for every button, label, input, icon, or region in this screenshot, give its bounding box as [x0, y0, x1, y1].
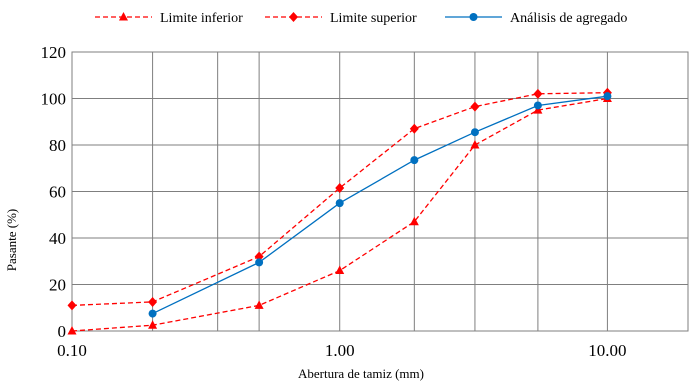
- y-tick-label: 100: [41, 90, 67, 109]
- diamond-marker: [335, 183, 345, 194]
- y-tick-label: 0: [58, 322, 67, 341]
- series-line-0: [71, 97, 608, 332]
- triangle-marker: [409, 216, 419, 226]
- y-tick-label: 20: [49, 276, 66, 295]
- triangle-marker: [335, 265, 345, 275]
- x-tick-label: 10.00: [588, 341, 626, 360]
- y-tick-label: 40: [49, 229, 66, 248]
- circle-marker: [255, 258, 264, 267]
- series-line-2: [152, 95, 608, 315]
- circle-marker: [470, 128, 479, 137]
- plot-area-border: [71, 51, 689, 332]
- y-tick-label: 120: [41, 43, 67, 62]
- tick-labels: 0 20 40 60 80 100 120 0.10 1.00 10.00: [41, 43, 627, 360]
- circle-marker: [410, 156, 419, 165]
- x-tick-label: 0.10: [57, 341, 87, 360]
- diamond-marker: [254, 251, 264, 262]
- y-tick-label: 80: [49, 136, 66, 155]
- circle-marker: [603, 92, 612, 101]
- triangle-marker: [67, 326, 77, 335]
- y-tick-label: 60: [49, 183, 66, 202]
- diamond-marker: [470, 101, 480, 112]
- triangle-marker: [148, 320, 158, 329]
- circle-marker: [533, 101, 542, 110]
- legend: Limite inferior Limite superior Análisis d…: [95, 11, 627, 26]
- diamond-marker: [148, 296, 158, 307]
- series-line-1: [71, 92, 608, 307]
- x-tick-label: 1.00: [325, 341, 355, 360]
- diamond-marker: [533, 88, 543, 99]
- series-markers: [67, 87, 612, 335]
- y-axis-title: Pasante (%): [4, 209, 19, 271]
- diamond-marker: [409, 123, 419, 134]
- x-axis-title: Abertura de tamiz (mm): [298, 366, 424, 381]
- triangle-marker: [470, 140, 480, 149]
- diamond-marker: [289, 12, 298, 22]
- grid: [71, 51, 689, 332]
- diamond-marker: [67, 300, 77, 311]
- legend-label-1: Limite superior: [330, 11, 417, 26]
- triangle-marker: [119, 12, 128, 21]
- circle-marker: [148, 309, 157, 318]
- legend-label-0: Limite inferior: [160, 11, 243, 26]
- legend-label-2: Análisis de agregado: [510, 11, 627, 26]
- triangle-marker: [254, 300, 264, 309]
- circle-marker: [335, 199, 344, 208]
- circle-marker: [469, 13, 478, 21]
